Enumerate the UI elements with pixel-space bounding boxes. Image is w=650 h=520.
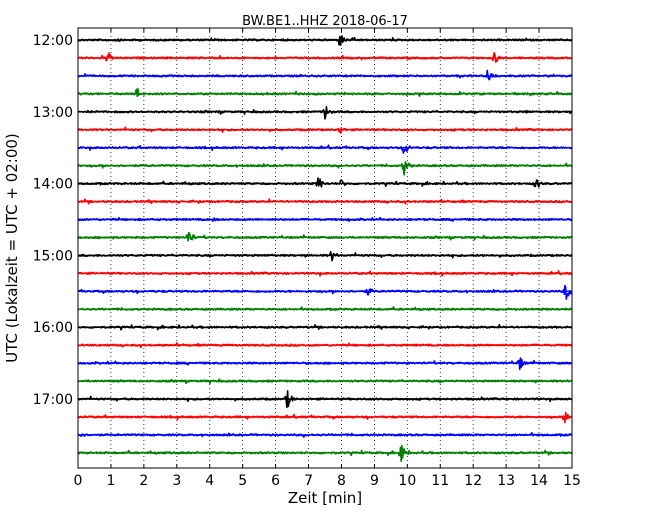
x-tick-label: 10 (398, 473, 416, 489)
x-tick-label: 1 (106, 473, 115, 489)
x-axis-label: Zeit [min] (288, 489, 362, 507)
x-tick-label: 2 (139, 473, 148, 489)
x-tick-label: 13 (497, 473, 515, 489)
y-tick-label: 15:00 (33, 248, 73, 264)
x-tick-label: 14 (530, 473, 548, 489)
plot-frame (77, 27, 573, 469)
x-tick-label: 7 (304, 473, 313, 489)
x-tick-label: 3 (172, 473, 181, 489)
chart-title: BW.BE1..HHZ 2018-06-17 (242, 14, 408, 29)
x-axis: 0 1 2 3 4 5 6 7 8 9 10 11 12 13 14 15 (74, 28, 581, 489)
y-axis-label: UTC (Lokalzeit = UTC + 02:00) (3, 133, 21, 363)
x-tick-label: 4 (205, 473, 214, 489)
y-tick-label: 13:00 (33, 105, 73, 121)
y-tick-label: 14:00 (33, 177, 73, 193)
x-tick-label: 6 (271, 473, 280, 489)
y-tick-label: 16:00 (33, 320, 73, 336)
x-tick-label: 11 (431, 473, 449, 489)
y-axis: 12:00 13:00 14:00 15:00 16:00 17:00 (33, 33, 572, 408)
x-tick-label: 12 (464, 473, 482, 489)
x-tick-label: 8 (337, 473, 346, 489)
x-tick-label: 15 (563, 473, 581, 489)
x-tick-label: 9 (370, 473, 379, 489)
x-tick-label: 5 (238, 473, 247, 489)
seismic-traces (77, 35, 573, 462)
vertical-grid (110, 28, 540, 468)
y-tick-label: 12:00 (33, 33, 73, 49)
x-tick-label: 0 (74, 473, 83, 489)
y-tick-label: 17:00 (33, 392, 73, 408)
